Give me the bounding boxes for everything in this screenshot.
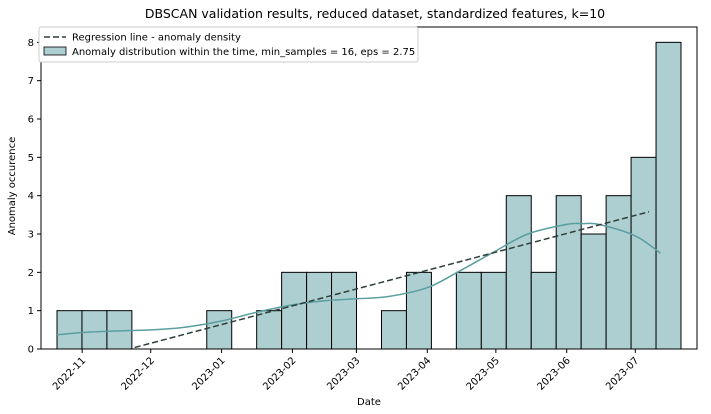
x-axis: 2022-11 2022-12 2023-01 2023-02 2023-03 2023-… [51,349,641,393]
legend-histogram-swatch [43,46,67,56]
histogram-bar [380,310,407,350]
histogram-bar [480,271,507,350]
histogram-bar [630,156,657,350]
legend: Regression line - anomaly density Anomal… [38,26,419,63]
histogram-bar [306,271,333,350]
y-tick-label: 6 [28,115,34,126]
regression-line [134,211,650,349]
x-tick-label: 2023-04 [396,355,433,392]
y-tick-label: 4 [28,191,34,202]
histogram-bar [256,310,283,350]
histogram-bar [206,310,233,350]
legend-regression-label: Regression line - anomaly density [72,33,241,44]
x-tick-label: 2023-03 [325,355,362,392]
x-tick-label: 2023-05 [465,355,502,392]
x-tick-label: 2022-12 [120,355,157,392]
histogram-bar [580,233,607,350]
y-tick-label: 0 [28,345,34,356]
x-axis-label: Date [357,397,381,408]
legend-histogram-label: Anomaly distribution within the time, mi… [72,47,415,58]
x-tick-label: 2023-07 [604,355,641,392]
x-tick-label: 2022-11 [51,355,88,392]
histogram-bar [655,41,682,350]
histogram-bar [505,195,532,350]
histogram-bar [56,310,83,350]
kde-curve [56,222,661,336]
legend-box [38,26,419,63]
histogram-bar [281,271,308,350]
histogram-bar [455,271,482,350]
histogram-bar [605,195,632,350]
y-axis: 0 1 2 3 4 5 6 7 8 [28,38,41,356]
histogram-bar [331,271,358,350]
y-tick-label: 7 [28,76,34,87]
y-tick-label: 5 [28,153,34,164]
y-axis-label: Anomaly occurence [7,137,18,236]
histogram-bar [530,271,557,350]
x-tick-label: 2023-02 [261,355,298,392]
chart-title: DBSCAN validation results, reduced datas… [145,6,605,21]
histogram-bar [405,271,432,350]
y-tick-label: 8 [28,38,34,49]
y-tick-label: 1 [28,306,34,317]
histogram-bar [81,310,108,350]
histogram-bars [56,41,682,350]
y-tick-label: 3 [28,230,34,241]
x-tick-label: 2023-01 [190,355,227,392]
y-tick-label: 2 [28,268,34,279]
histogram-bar [555,195,582,350]
x-tick-label: 2023-06 [536,355,573,392]
